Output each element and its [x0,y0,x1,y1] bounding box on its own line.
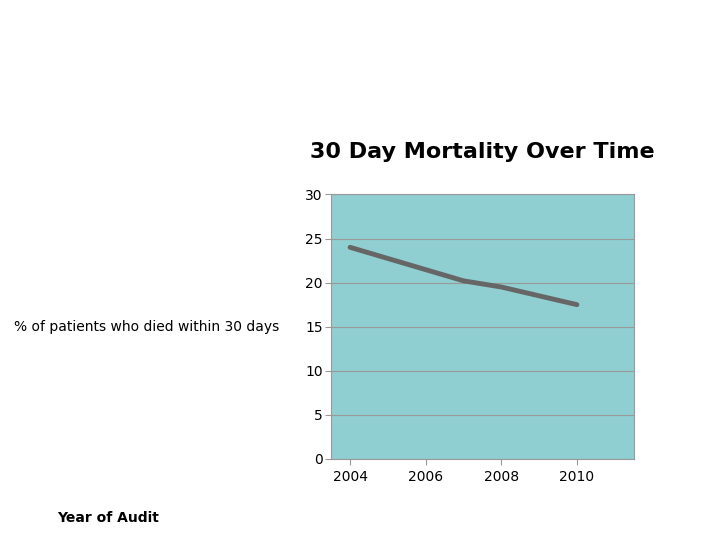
Text: 30 Day Mortality Over Time: 30 Day Mortality Over Time [310,142,654,162]
Text: % of patients who died within 30 days: % of patients who died within 30 days [14,320,279,334]
Text: Year of Audit: Year of Audit [58,511,159,525]
